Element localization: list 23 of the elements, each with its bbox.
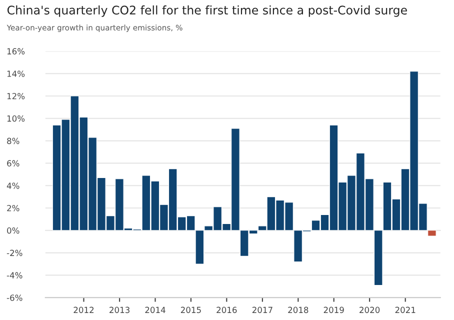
x-tick-label: 2013 xyxy=(110,306,130,314)
y-tick-label: 10% xyxy=(7,115,25,122)
x-tick-label: 2018 xyxy=(288,306,308,314)
y-tick-label: 2% xyxy=(7,204,20,212)
y-tick-label: 14% xyxy=(7,70,25,77)
y-tick-label: 0% xyxy=(7,227,20,234)
y-tick-label: 4% xyxy=(6,182,20,189)
y-tick-label: 8% xyxy=(7,138,20,144)
y-tick-label: -6% xyxy=(6,294,22,301)
x-tick-label: 2012 xyxy=(74,306,94,314)
y-tick-label: 12% xyxy=(7,92,25,100)
x-tick-label: 2020 xyxy=(360,306,380,314)
y-tick-label: 16% xyxy=(7,48,25,54)
x-tick-label: 2015 xyxy=(180,306,201,314)
y-tick-label: 6% xyxy=(7,160,20,166)
y-tick-label: -4% xyxy=(6,272,22,278)
x-tick-label: 2014 xyxy=(145,306,166,314)
y-tick-label: -2% xyxy=(6,250,22,256)
chart-title: China's quarterly CO2 fell for the first time since a post-Covid surge xyxy=(7,5,407,17)
x-tick-label: 2021 xyxy=(395,306,416,314)
x-tick-label: 2016 xyxy=(216,306,237,314)
x-tick-label: 2019 xyxy=(324,306,344,314)
x-tick-label: 2017 xyxy=(252,306,272,314)
